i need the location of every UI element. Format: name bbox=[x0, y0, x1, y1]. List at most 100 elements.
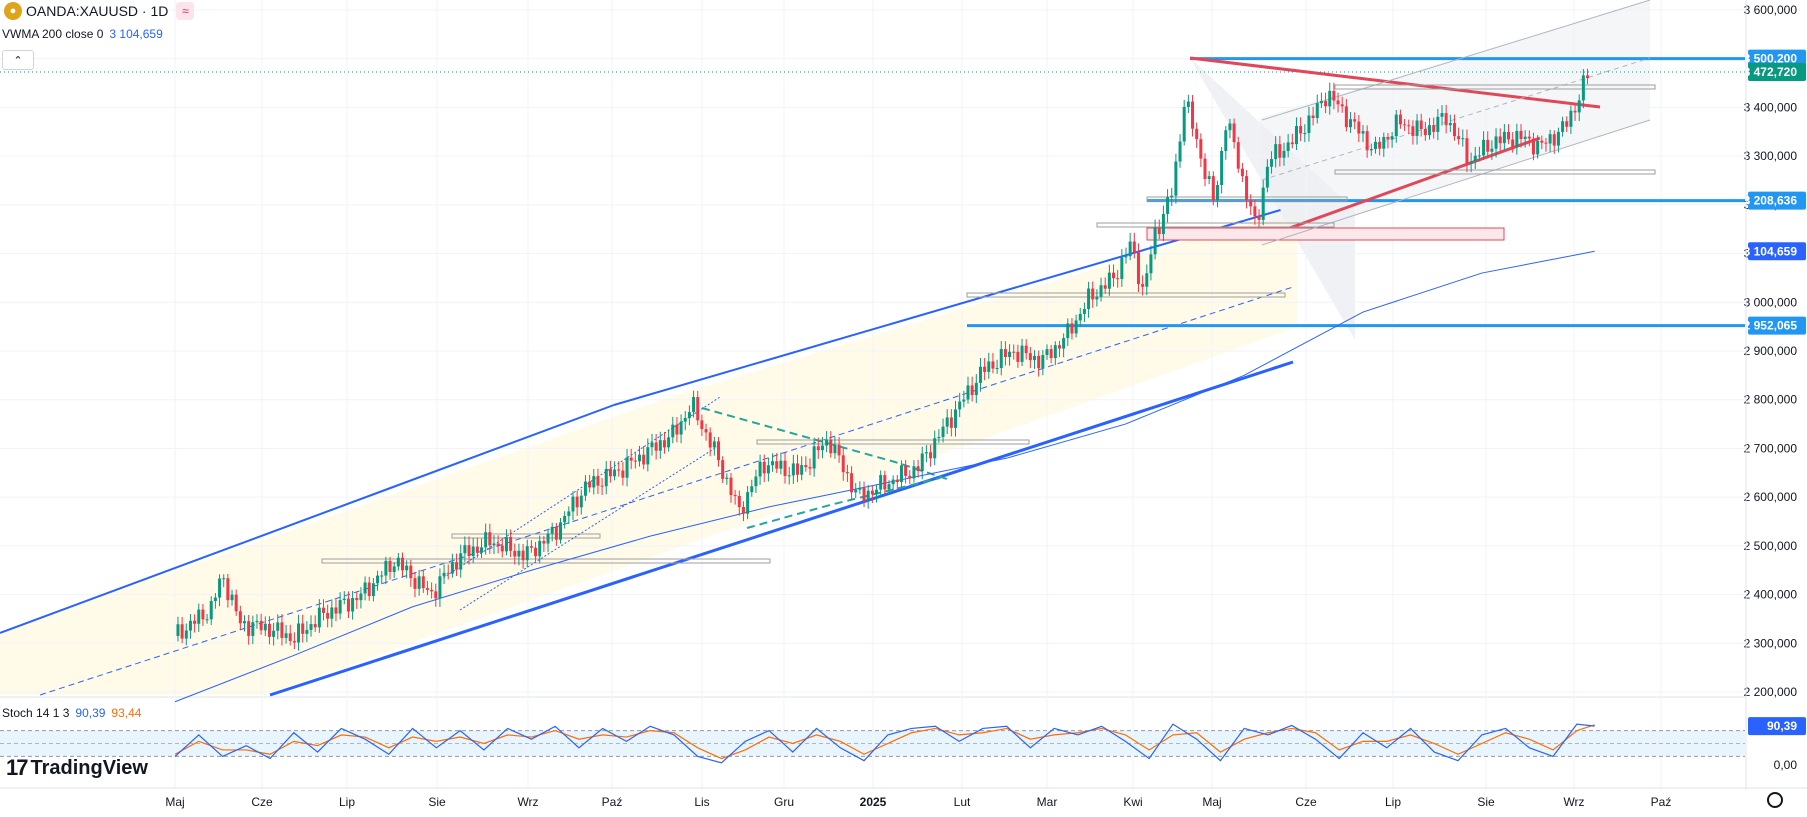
candle-body[interactable] bbox=[559, 522, 563, 540]
candle-body[interactable] bbox=[991, 361, 995, 369]
candle-body[interactable] bbox=[1311, 115, 1315, 119]
candle-body[interactable] bbox=[388, 560, 392, 572]
candle-body[interactable] bbox=[1581, 75, 1585, 101]
candle-body[interactable] bbox=[583, 481, 587, 496]
candle-body[interactable] bbox=[1003, 349, 1007, 358]
candle-body[interactable] bbox=[297, 623, 301, 643]
candle-body[interactable] bbox=[251, 622, 255, 636]
candle-body[interactable] bbox=[608, 468, 612, 477]
candle-body[interactable] bbox=[1166, 197, 1170, 214]
candle-body[interactable] bbox=[288, 633, 292, 641]
candle-body[interactable] bbox=[1423, 129, 1427, 136]
triangle-upper-line[interactable] bbox=[1189, 56, 1601, 109]
zone-box[interactable] bbox=[1096, 222, 1335, 228]
candle-body[interactable] bbox=[471, 546, 475, 557]
candle-body[interactable] bbox=[1220, 150, 1224, 186]
candle-body[interactable] bbox=[1141, 284, 1145, 287]
candle-body[interactable] bbox=[954, 409, 958, 428]
candle-body[interactable] bbox=[1282, 151, 1286, 158]
candle-body[interactable] bbox=[1049, 349, 1053, 359]
candle-body[interactable] bbox=[1299, 126, 1303, 134]
candle-body[interactable] bbox=[646, 447, 650, 465]
candle-body[interactable] bbox=[309, 624, 313, 630]
candle-body[interactable] bbox=[1294, 126, 1298, 145]
candle-body[interactable] bbox=[1548, 134, 1552, 144]
candle-body[interactable] bbox=[1270, 159, 1274, 167]
candle-body[interactable] bbox=[1507, 131, 1511, 140]
candle-body[interactable] bbox=[949, 417, 953, 428]
candle-body[interactable] bbox=[567, 511, 571, 516]
candle-body[interactable] bbox=[933, 438, 937, 459]
candle-body[interactable] bbox=[704, 429, 708, 433]
candle-body[interactable] bbox=[467, 545, 471, 557]
candle-body[interactable] bbox=[1448, 123, 1452, 126]
candle-body[interactable] bbox=[1016, 351, 1020, 362]
candle-body[interactable] bbox=[263, 623, 267, 631]
zone-box[interactable] bbox=[756, 439, 1030, 445]
candle-body[interactable] bbox=[920, 453, 924, 472]
candle-body[interactable] bbox=[176, 624, 180, 636]
candle-body[interactable] bbox=[675, 424, 679, 435]
candle-body[interactable] bbox=[459, 553, 463, 570]
candle-body[interactable] bbox=[1191, 101, 1195, 129]
candle-body[interactable] bbox=[746, 492, 750, 514]
candle-body[interactable] bbox=[1490, 148, 1494, 152]
candle-body[interactable] bbox=[317, 607, 321, 628]
candle-body[interactable] bbox=[1403, 124, 1407, 126]
candle-body[interactable] bbox=[945, 417, 949, 427]
candle-body[interactable] bbox=[1228, 123, 1232, 131]
candle-body[interactable] bbox=[717, 441, 721, 461]
candle-body[interactable] bbox=[554, 526, 558, 540]
candle-body[interactable] bbox=[367, 582, 371, 597]
candle-body[interactable] bbox=[845, 472, 849, 474]
candle-body[interactable] bbox=[721, 460, 725, 479]
zone-box[interactable] bbox=[451, 533, 601, 539]
candle-body[interactable] bbox=[687, 412, 691, 418]
candle-body[interactable] bbox=[213, 597, 217, 602]
candle-body[interactable] bbox=[1278, 144, 1282, 158]
candle-body[interactable] bbox=[966, 385, 970, 400]
candle-body[interactable] bbox=[983, 366, 987, 372]
candle-body[interactable] bbox=[987, 361, 991, 372]
candle-body[interactable] bbox=[978, 366, 982, 383]
candle-body[interactable] bbox=[1170, 195, 1174, 198]
candle-body[interactable] bbox=[650, 442, 654, 448]
candle-body[interactable] bbox=[1436, 116, 1440, 132]
candle-body[interactable] bbox=[1482, 139, 1486, 156]
candle-body[interactable] bbox=[1552, 134, 1556, 146]
price-label-box[interactable] bbox=[1748, 191, 1806, 210]
candle-body[interactable] bbox=[1569, 110, 1573, 127]
candle-body[interactable] bbox=[430, 589, 434, 592]
candle-body[interactable] bbox=[529, 546, 533, 548]
candle-body[interactable] bbox=[1556, 131, 1560, 146]
candle-body[interactable] bbox=[1319, 101, 1323, 104]
price-label-box[interactable] bbox=[1748, 316, 1806, 335]
candle-body[interactable] bbox=[642, 454, 646, 465]
candle-body[interactable] bbox=[1286, 142, 1290, 152]
candle-body[interactable] bbox=[725, 477, 729, 479]
candle-body[interactable] bbox=[1149, 254, 1153, 274]
candle-body[interactable] bbox=[1561, 121, 1565, 132]
candle-body[interactable] bbox=[1116, 278, 1120, 280]
candle-body[interactable] bbox=[1070, 323, 1074, 334]
candle-body[interactable] bbox=[1207, 176, 1211, 180]
sub-channel-line[interactable] bbox=[459, 444, 721, 611]
candle-body[interactable] bbox=[376, 575, 380, 584]
candle-body[interactable] bbox=[858, 487, 862, 490]
candle-body[interactable] bbox=[1178, 141, 1182, 162]
candle-body[interactable] bbox=[401, 557, 405, 571]
candle-body[interactable] bbox=[999, 349, 1003, 369]
candle-body[interactable] bbox=[1502, 131, 1506, 144]
candle-body[interactable] bbox=[1253, 206, 1257, 217]
candle-body[interactable] bbox=[696, 397, 700, 421]
candle-body[interactable] bbox=[346, 598, 350, 612]
candle-body[interactable] bbox=[887, 484, 891, 490]
candle-body[interactable] bbox=[226, 578, 230, 601]
candle-body[interactable] bbox=[820, 445, 824, 451]
candle-body[interactable] bbox=[242, 621, 246, 624]
candle-body[interactable] bbox=[1324, 101, 1328, 107]
candle-body[interactable] bbox=[1544, 142, 1548, 144]
zone-box[interactable] bbox=[1334, 84, 1656, 90]
candle-body[interactable] bbox=[1407, 125, 1411, 127]
candle-body[interactable] bbox=[621, 470, 625, 478]
